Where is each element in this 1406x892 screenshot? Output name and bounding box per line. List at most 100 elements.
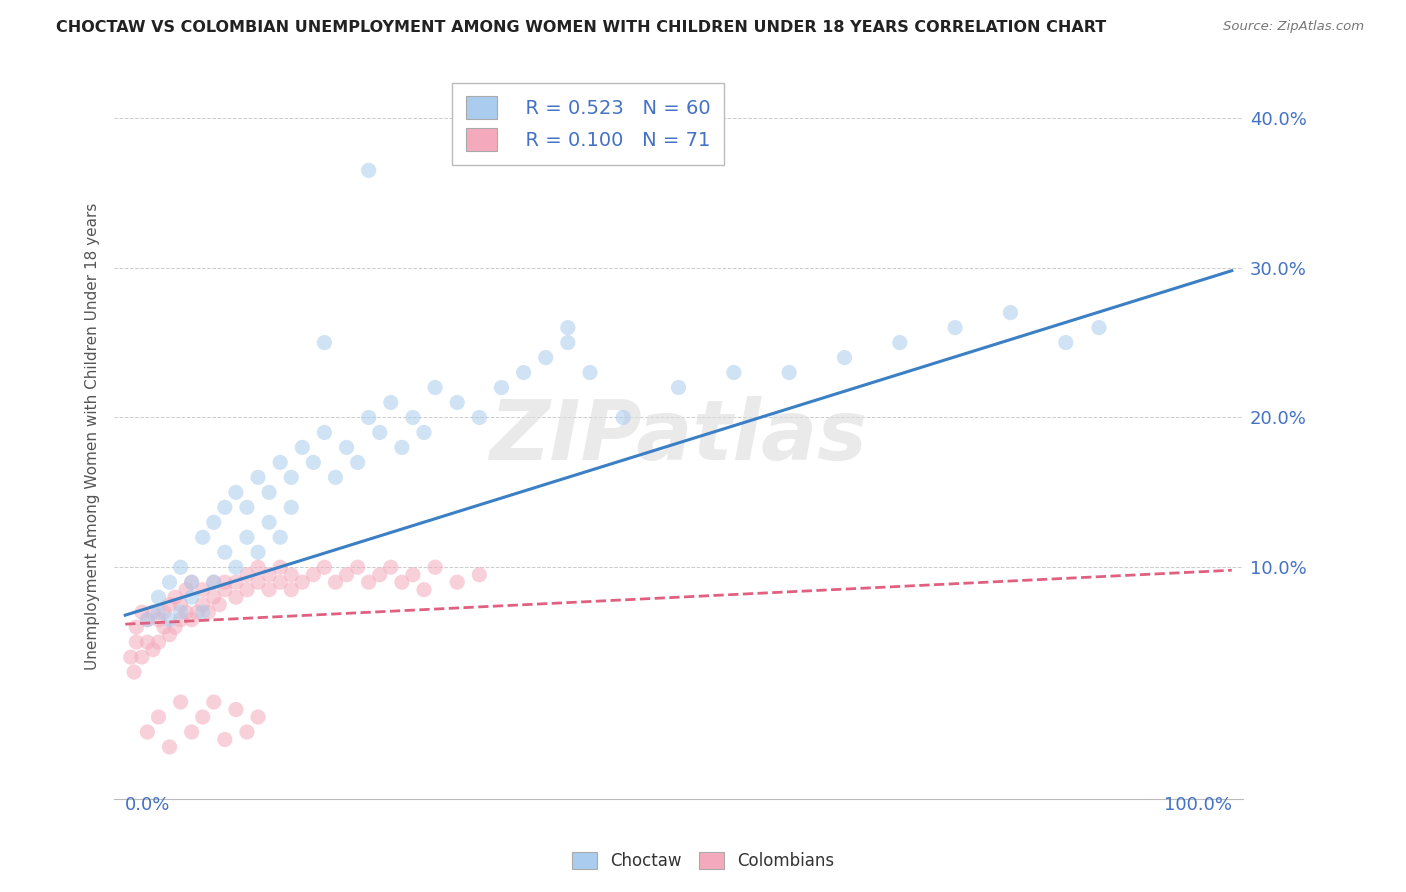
- Point: [247, 710, 270, 724]
- Point: [197, 605, 219, 619]
- Point: [889, 335, 911, 350]
- Y-axis label: Unemployment Among Women with Children Under 18 years: Unemployment Among Women with Children U…: [86, 202, 100, 670]
- Point: [142, 605, 165, 619]
- Point: [214, 732, 236, 747]
- Point: [180, 575, 202, 590]
- Point: [325, 470, 347, 484]
- Point: [368, 425, 391, 440]
- Point: [208, 598, 231, 612]
- Point: [236, 500, 259, 515]
- Point: [225, 591, 247, 605]
- Point: [247, 470, 270, 484]
- Text: 0.0%: 0.0%: [125, 797, 170, 814]
- Point: [1054, 335, 1077, 350]
- Point: [391, 441, 413, 455]
- Point: [191, 598, 214, 612]
- Point: [180, 613, 202, 627]
- Point: [247, 560, 270, 574]
- Point: [557, 320, 579, 334]
- Point: [191, 605, 214, 619]
- Point: [314, 560, 336, 574]
- Point: [491, 380, 513, 394]
- Text: CHOCTAW VS COLOMBIAN UNEMPLOYMENT AMONG WOMEN WITH CHILDREN UNDER 18 YEARS CORRE: CHOCTAW VS COLOMBIAN UNEMPLOYMENT AMONG …: [56, 20, 1107, 35]
- Text: ZIPatlas: ZIPatlas: [489, 396, 868, 476]
- Point: [325, 575, 347, 590]
- Point: [247, 575, 270, 590]
- Point: [136, 613, 159, 627]
- Point: [159, 627, 181, 641]
- Point: [148, 605, 170, 619]
- Text: Source: ZipAtlas.com: Source: ZipAtlas.com: [1223, 20, 1364, 33]
- Point: [142, 642, 165, 657]
- Point: [180, 725, 202, 739]
- Point: [163, 591, 186, 605]
- Point: [236, 725, 259, 739]
- Point: [314, 425, 336, 440]
- Point: [1000, 305, 1022, 319]
- Point: [512, 366, 534, 380]
- Point: [225, 575, 247, 590]
- Point: [357, 163, 380, 178]
- Point: [225, 702, 247, 716]
- Point: [225, 485, 247, 500]
- Point: [391, 575, 413, 590]
- Point: [402, 567, 425, 582]
- Point: [225, 560, 247, 574]
- Point: [153, 605, 176, 619]
- Point: [257, 582, 280, 597]
- Point: [169, 695, 191, 709]
- Point: [148, 635, 170, 649]
- Point: [169, 613, 191, 627]
- Point: [163, 620, 186, 634]
- Point: [236, 582, 259, 597]
- Point: [191, 530, 214, 544]
- Point: [402, 410, 425, 425]
- Point: [269, 455, 291, 469]
- Point: [468, 567, 491, 582]
- Point: [148, 710, 170, 724]
- Point: [214, 575, 236, 590]
- Point: [169, 605, 191, 619]
- Point: [122, 665, 145, 679]
- Point: [269, 575, 291, 590]
- Point: [148, 591, 170, 605]
- Point: [291, 441, 314, 455]
- Point: [125, 635, 148, 649]
- Point: [202, 591, 225, 605]
- Point: [280, 500, 302, 515]
- Point: [153, 620, 176, 634]
- Point: [131, 650, 153, 665]
- Point: [136, 725, 159, 739]
- Point: [668, 380, 690, 394]
- Point: [174, 605, 197, 619]
- Text: 100.0%: 100.0%: [1164, 797, 1232, 814]
- Point: [269, 560, 291, 574]
- Point: [257, 516, 280, 530]
- Point: [169, 560, 191, 574]
- Point: [214, 545, 236, 559]
- Point: [380, 395, 402, 409]
- Legend:   R = 0.523   N = 60,   R = 0.100   N = 71: R = 0.523 N = 60, R = 0.100 N = 71: [453, 83, 724, 164]
- Point: [943, 320, 966, 334]
- Point: [125, 620, 148, 634]
- Point: [280, 582, 302, 597]
- Point: [236, 530, 259, 544]
- Point: [159, 613, 181, 627]
- Point: [191, 582, 214, 597]
- Point: [423, 380, 446, 394]
- Point: [280, 470, 302, 484]
- Point: [120, 650, 142, 665]
- Point: [534, 351, 557, 365]
- Point: [413, 425, 436, 440]
- Point: [834, 351, 856, 365]
- Point: [346, 560, 368, 574]
- Point: [357, 410, 380, 425]
- Point: [280, 567, 302, 582]
- Point: [191, 710, 214, 724]
- Point: [357, 575, 380, 590]
- Point: [131, 605, 153, 619]
- Point: [723, 366, 745, 380]
- Point: [159, 598, 181, 612]
- Point: [302, 455, 325, 469]
- Point: [202, 695, 225, 709]
